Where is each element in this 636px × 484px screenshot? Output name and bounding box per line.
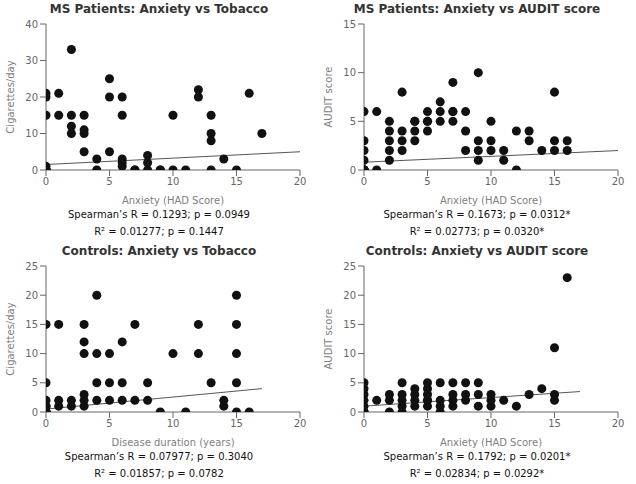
svg-text:20: 20	[612, 176, 625, 187]
svg-text:5: 5	[350, 377, 356, 388]
svg-text:10: 10	[343, 348, 356, 359]
html-text:R² = 0.01857; p = 0.0782: R² = 0.01857; p = 0.0782	[94, 468, 224, 479]
html-text:MS Patients: Anxiety vs AUDIT: MS Patients: Anxiety vs AUDIT score	[353, 2, 601, 16]
svg-text:15: 15	[548, 176, 561, 187]
svg-text:15: 15	[343, 319, 356, 330]
svg-text:15: 15	[343, 19, 356, 30]
svg-text:20: 20	[25, 290, 38, 301]
svg-text:20: 20	[25, 92, 38, 103]
svg-text:20: 20	[294, 176, 307, 187]
svg-text:5: 5	[350, 116, 356, 127]
svg-text:Cigarettes/day: Cigarettes/day	[8, 60, 16, 133]
html-text:Controls: Anxiety vs Tobacco: Controls: Anxiety vs Tobacco	[61, 244, 257, 258]
svg-text:25: 25	[343, 261, 356, 272]
svg-text:10: 10	[485, 418, 498, 429]
svg-text:0: 0	[32, 165, 38, 176]
svg-text:0: 0	[350, 407, 356, 418]
svg-text:15: 15	[25, 319, 38, 330]
html-text:R² = 0.02834; p = 0.0292*: R² = 0.02834; p = 0.0292*	[409, 468, 545, 479]
html-text:Controls: Anxiety vs AUDIT sco: Controls: Anxiety vs AUDIT score	[365, 244, 589, 258]
svg-text:10: 10	[25, 128, 38, 139]
svg-text:10: 10	[343, 67, 356, 78]
html-text:R² = 0.01277; p = 0.1447: R² = 0.01277; p = 0.1447	[94, 226, 224, 237]
svg-text:Anxiety (HAD Score): Anxiety (HAD Score)	[440, 437, 542, 448]
svg-text:0: 0	[361, 418, 367, 429]
html-text:R² = 0.02773; p = 0.0320*: R² = 0.02773; p = 0.0320*	[409, 226, 545, 237]
svg-text:5: 5	[424, 418, 430, 429]
svg-text:AUDIT score: AUDIT score	[323, 67, 334, 128]
html-text:MS Patients: Anxiety vs Tobacc: MS Patients: Anxiety vs Tobacco	[49, 2, 269, 16]
svg-text:20: 20	[343, 290, 356, 301]
svg-text:20: 20	[294, 418, 307, 429]
svg-text:15: 15	[548, 418, 561, 429]
svg-text:Anxiety (HAD Score): Anxiety (HAD Score)	[122, 195, 224, 206]
svg-text:10: 10	[25, 348, 38, 359]
svg-text:20: 20	[612, 418, 625, 429]
svg-text:Disease duration (years): Disease duration (years)	[111, 437, 234, 448]
svg-text:0: 0	[350, 165, 356, 176]
svg-text:15: 15	[230, 176, 243, 187]
svg-text:0: 0	[43, 418, 49, 429]
svg-text:10: 10	[485, 176, 498, 187]
svg-text:5: 5	[424, 176, 430, 187]
svg-text:5: 5	[106, 418, 112, 429]
svg-text:5: 5	[106, 176, 112, 187]
svg-text:5: 5	[32, 377, 38, 388]
html-text:Spearman’s R = 0.1673; p = 0.0: Spearman’s R = 0.1673; p = 0.0312*	[383, 209, 571, 220]
svg-text:AUDIT score: AUDIT score	[323, 309, 334, 370]
svg-text:10: 10	[167, 176, 180, 187]
svg-text:10: 10	[167, 418, 180, 429]
svg-text:0: 0	[361, 176, 367, 187]
svg-text:15: 15	[230, 418, 243, 429]
html-text:Spearman’s R = 0.1792; p = 0.0: Spearman’s R = 0.1792; p = 0.0201*	[383, 451, 571, 462]
svg-text:0: 0	[43, 176, 49, 187]
svg-text:30: 30	[25, 55, 38, 66]
svg-text:Cigarettes/day: Cigarettes/day	[8, 302, 16, 375]
html-text:Spearman’s R = 0.07977; p = 0.: Spearman’s R = 0.07977; p = 0.3040	[64, 451, 254, 462]
svg-text:Anxiety (HAD Score): Anxiety (HAD Score)	[440, 195, 542, 206]
svg-text:0: 0	[32, 407, 38, 418]
svg-text:25: 25	[25, 261, 38, 272]
svg-text:40: 40	[25, 19, 38, 30]
html-text:Spearman’s R = 0.1293; p = 0.0: Spearman’s R = 0.1293; p = 0.0949	[68, 209, 250, 220]
